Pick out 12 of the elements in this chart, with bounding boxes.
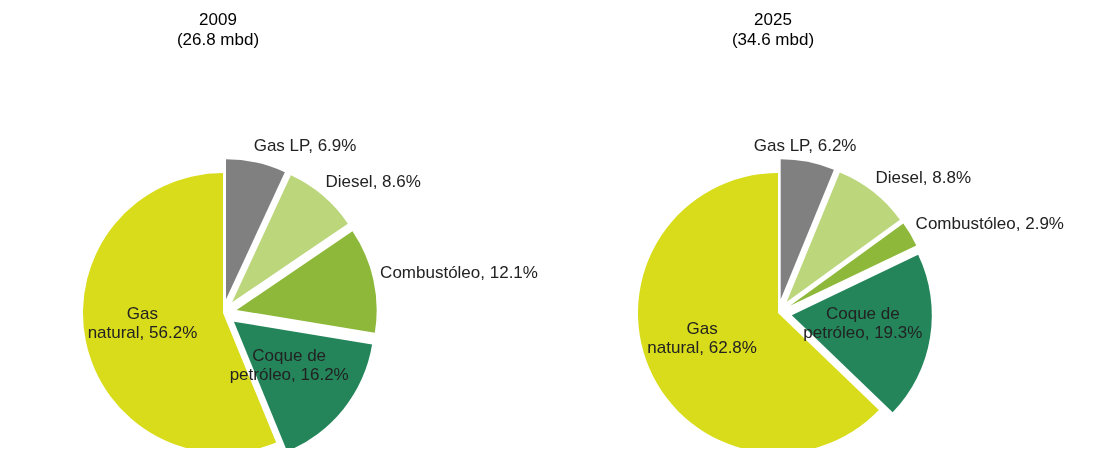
slice-label: Gas LP, 6.2% <box>753 135 857 155</box>
slice-label: Gas LP, 6.9% <box>253 136 357 156</box>
chart-title: 2025 <box>753 10 793 30</box>
slice-label: Diesel, 8.8% <box>875 167 971 187</box>
slice-label: Gas natural, 56.2% <box>87 303 198 342</box>
slice-label: Gas natural, 62.8% <box>647 319 757 358</box>
slice-label: Diesel, 8.6% <box>325 171 421 191</box>
chart-subtitle: (34.6 mbd) <box>730 30 816 50</box>
chart-subtitle: (26.8 mbd) <box>175 30 261 50</box>
slice-label: Combustóleo, 12.1% <box>380 262 538 282</box>
chart-title: 2009 <box>198 10 238 30</box>
slice-label: Combustóleo, 2.9% <box>915 213 1064 233</box>
